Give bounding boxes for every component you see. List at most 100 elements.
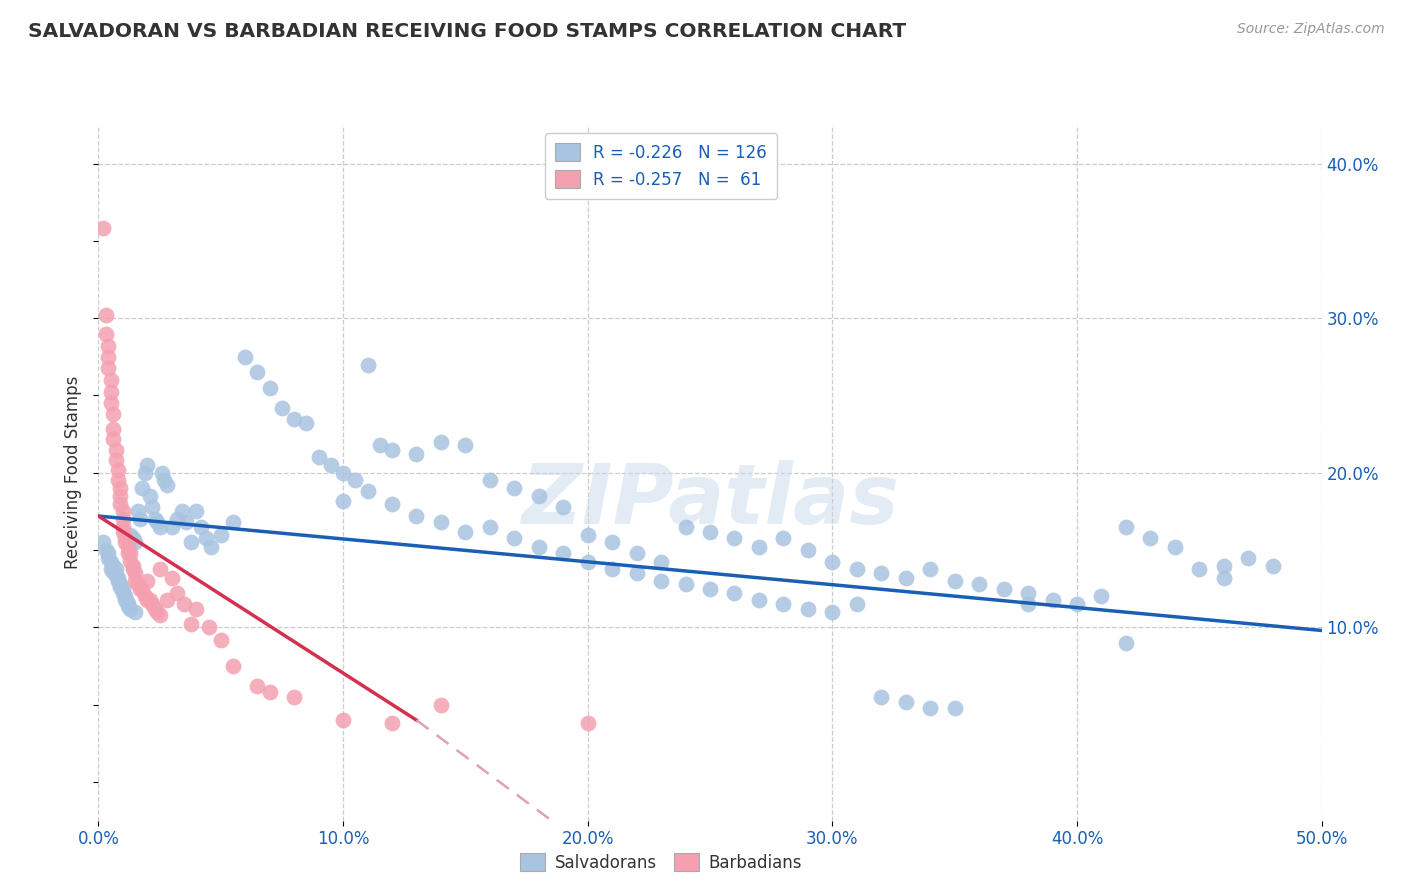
Point xyxy=(1261,558,1284,573)
Point xyxy=(114,592,136,607)
Point xyxy=(100,396,122,410)
Point xyxy=(97,546,120,560)
Point xyxy=(430,515,453,529)
Point xyxy=(845,561,868,575)
Point xyxy=(120,602,142,616)
Point xyxy=(111,582,134,596)
Point xyxy=(845,597,868,611)
Point xyxy=(173,597,195,611)
Point xyxy=(233,350,256,364)
Point xyxy=(156,592,179,607)
Point xyxy=(650,556,672,570)
Point xyxy=(143,512,166,526)
Point xyxy=(129,582,152,596)
Point xyxy=(209,632,232,647)
Point xyxy=(967,577,990,591)
Point xyxy=(100,373,122,387)
Point xyxy=(553,500,575,514)
Point xyxy=(91,535,114,549)
Point xyxy=(772,597,794,611)
Point xyxy=(100,561,122,575)
Point xyxy=(1212,571,1234,585)
Point xyxy=(200,540,222,554)
Point xyxy=(94,543,117,558)
Point xyxy=(100,556,122,570)
Point xyxy=(120,546,142,560)
Point xyxy=(1090,590,1112,604)
Text: ZIPatlas: ZIPatlas xyxy=(522,460,898,541)
Point xyxy=(1188,561,1211,575)
Point xyxy=(104,567,127,582)
Point xyxy=(136,458,159,472)
Point xyxy=(101,422,124,436)
Point xyxy=(1212,558,1234,573)
Point xyxy=(120,527,142,541)
Point xyxy=(870,566,893,581)
Point xyxy=(1115,520,1137,534)
Point xyxy=(920,700,942,714)
Point xyxy=(699,582,721,596)
Point xyxy=(97,350,120,364)
Point xyxy=(124,566,146,581)
Point xyxy=(136,574,159,588)
Point xyxy=(120,554,142,568)
Point xyxy=(127,504,149,518)
Point xyxy=(97,339,120,353)
Point xyxy=(870,690,893,704)
Point xyxy=(1042,592,1064,607)
Point xyxy=(527,540,550,554)
Point xyxy=(129,512,152,526)
Point xyxy=(748,540,770,554)
Point xyxy=(110,481,132,495)
Point xyxy=(748,592,770,607)
Point xyxy=(454,438,477,452)
Point xyxy=(503,531,526,545)
Point xyxy=(117,540,139,554)
Point xyxy=(270,401,294,415)
Point xyxy=(104,442,127,457)
Point xyxy=(149,561,172,575)
Point xyxy=(94,326,117,341)
Point xyxy=(124,535,146,549)
Point xyxy=(943,700,966,714)
Point xyxy=(723,531,745,545)
Point xyxy=(111,524,134,539)
Point xyxy=(1017,586,1039,600)
Point xyxy=(176,515,198,529)
Point xyxy=(405,447,427,461)
Point xyxy=(1115,636,1137,650)
Point xyxy=(121,561,143,575)
Point xyxy=(381,716,404,731)
Point xyxy=(110,577,132,591)
Point xyxy=(1066,597,1088,611)
Point xyxy=(332,493,354,508)
Point xyxy=(283,411,305,425)
Point xyxy=(117,546,139,560)
Point xyxy=(146,605,169,619)
Point xyxy=(91,221,114,235)
Point xyxy=(626,546,648,560)
Point xyxy=(150,466,173,480)
Point xyxy=(332,713,354,727)
Point xyxy=(527,489,550,503)
Point xyxy=(143,602,166,616)
Point xyxy=(190,520,212,534)
Point xyxy=(124,605,146,619)
Point xyxy=(110,489,132,503)
Point xyxy=(920,561,942,575)
Point xyxy=(111,520,134,534)
Point xyxy=(675,520,697,534)
Point xyxy=(943,574,966,588)
Point xyxy=(553,546,575,560)
Point xyxy=(478,520,501,534)
Point xyxy=(114,535,136,549)
Point xyxy=(134,590,156,604)
Point xyxy=(101,558,124,573)
Point xyxy=(149,520,172,534)
Point xyxy=(97,550,120,565)
Point xyxy=(111,504,134,518)
Point xyxy=(246,679,269,693)
Point xyxy=(503,481,526,495)
Point xyxy=(381,497,404,511)
Text: Source: ZipAtlas.com: Source: ZipAtlas.com xyxy=(1237,22,1385,37)
